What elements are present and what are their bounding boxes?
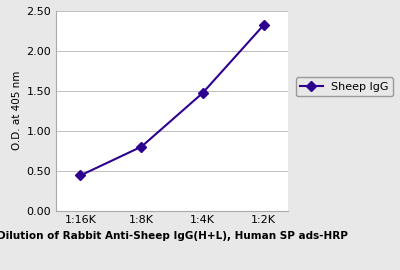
Line: Sheep IgG: Sheep IgG [77,22,267,179]
X-axis label: Dilution of Rabbit Anti-Sheep IgG(H+L), Human SP ads-HRP: Dilution of Rabbit Anti-Sheep IgG(H+L), … [0,231,348,241]
Legend: Sheep IgG: Sheep IgG [296,77,393,96]
Sheep IgG [261,23,266,27]
Sheep IgG [139,145,144,148]
Sheep IgG [200,92,205,95]
Y-axis label: O.D. at 405 nm: O.D. at 405 nm [12,71,22,150]
Sheep IgG [78,174,83,177]
